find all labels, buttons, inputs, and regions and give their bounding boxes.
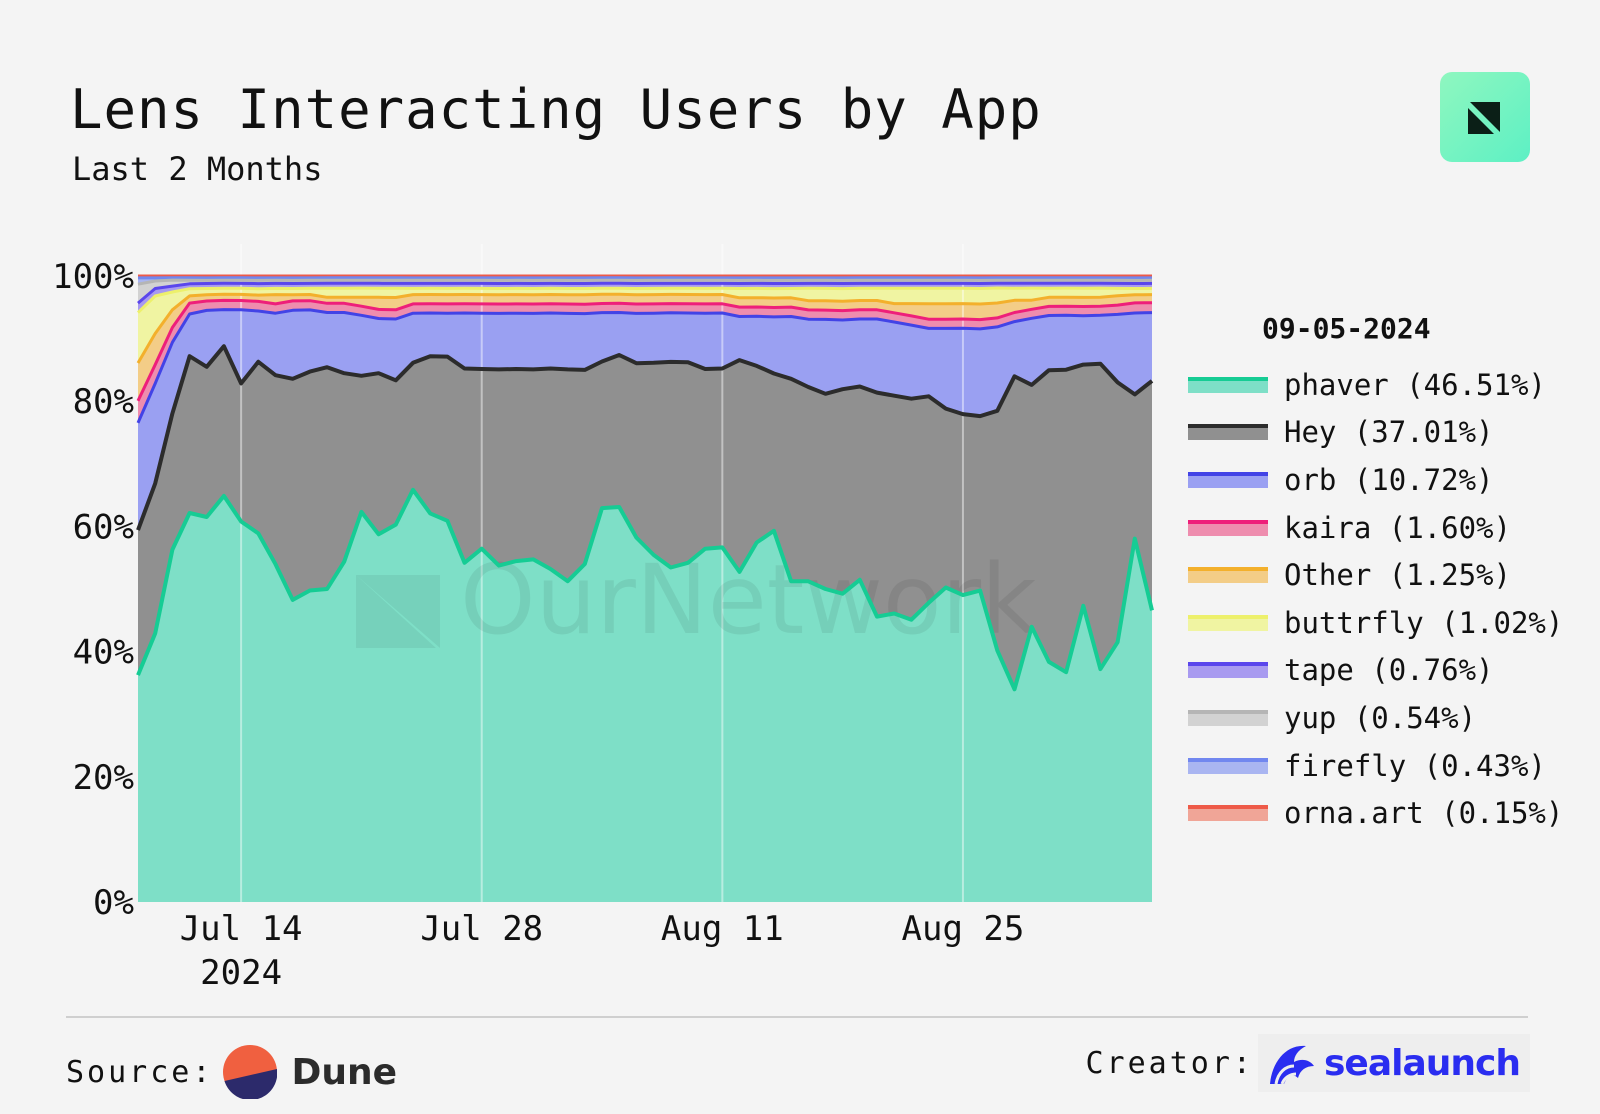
legend-item-kaira[interactable]: kaira (1.60%): [1188, 504, 1563, 552]
y-tick-label: 100%: [52, 257, 134, 297]
footer-divider: [66, 1016, 1528, 1018]
chart-title: Lens Interacting Users by App: [70, 78, 1042, 141]
source-label: Source:: [66, 1054, 214, 1090]
legend-label: orna.art (0.15%): [1284, 796, 1564, 831]
legend-label: firefly (0.43%): [1284, 748, 1546, 783]
legend-swatch: [1188, 519, 1268, 536]
line-buttrfly: [136, 286, 1153, 314]
legend-swatch: [1188, 757, 1268, 774]
line-yup: [137, 278, 1153, 286]
x-tick-label: Aug 11: [661, 909, 784, 949]
legend-item-Other[interactable]: Other (1.25%): [1188, 551, 1563, 599]
legend-swatch: [1188, 614, 1268, 631]
sealaunch-wave-icon: [1270, 1045, 1314, 1085]
line-orb: [136, 308, 1153, 424]
legend-swatch: [1188, 567, 1268, 584]
sealaunch-logo[interactable]: sealaunch: [1258, 1034, 1530, 1092]
legend-item-ornaart[interactable]: orna.art (0.15%): [1188, 789, 1563, 837]
x-tick-label: Jul 14: [180, 909, 303, 949]
line-phaver: [136, 487, 1154, 692]
y-tick-label: 0%: [93, 883, 134, 923]
legend-label: Other (1.25%): [1284, 558, 1511, 593]
legend-label: Hey (37.01%): [1284, 415, 1494, 450]
legend-label: phaver (46.51%): [1284, 367, 1546, 402]
dune-logo-icon: [223, 1045, 278, 1099]
creator: Creator: sealaunch: [1085, 1034, 1530, 1092]
creator-label: Creator:: [1085, 1045, 1254, 1081]
x-tick-label: Aug 25: [902, 909, 1025, 949]
x-tick-sublabel: 2024: [200, 953, 282, 990]
legend-item-orb[interactable]: orb (10.72%): [1188, 456, 1563, 504]
y-tick-label: 40%: [73, 633, 134, 673]
watermark: OurNetwork: [460, 544, 1037, 656]
watermark-logo: [356, 575, 440, 648]
legend-swatch: [1188, 376, 1268, 393]
legend-item-phaver[interactable]: phaver (46.51%): [1188, 361, 1563, 409]
y-tick-label: 20%: [73, 758, 134, 798]
legend-item-yup[interactable]: yup (0.54%): [1188, 694, 1563, 742]
legend-item-tape[interactable]: tape (0.76%): [1188, 647, 1563, 695]
legend-item-buttrfly[interactable]: buttrfly (1.02%): [1188, 599, 1563, 647]
line-kaira: [136, 298, 1153, 402]
legend-swatch: [1188, 424, 1268, 441]
legend-swatch: [1188, 662, 1268, 679]
legend-swatch: [1188, 805, 1268, 822]
line-Other: [136, 292, 1153, 364]
source: Source: Dune: [66, 1045, 397, 1099]
y-tick-label: 60%: [73, 507, 134, 547]
legend-label: tape (0.76%): [1284, 653, 1494, 688]
legend-label: kaira (1.60%): [1284, 510, 1511, 545]
legend-item-firefly[interactable]: firefly (0.43%): [1188, 742, 1563, 790]
line-Hey: [136, 344, 1154, 531]
x-tick-label: Jul 28: [420, 909, 543, 949]
y-tick-label: 80%: [73, 382, 134, 422]
legend-label: buttrfly (1.02%): [1284, 605, 1564, 640]
area-chart: OurNetwork 0% 20% 40% 60% 80% 100% Jul 14 2024 Ju…: [52, 244, 1154, 990]
legend-label: orb (10.72%): [1284, 462, 1494, 497]
legend-swatch: [1188, 471, 1268, 488]
legend-title: 09-05-2024: [1262, 312, 1431, 345]
creator-name: sealaunch: [1324, 1042, 1521, 1084]
source-name[interactable]: Dune: [291, 1051, 397, 1093]
chart-subtitle: Last 2 Months: [72, 150, 323, 188]
legend: 09-05-2024 phaver (46.51%) Hey (37.01%) or…: [1188, 312, 1563, 837]
area-phaver: [138, 489, 1152, 902]
legend-swatch: [1188, 709, 1268, 726]
line-tape: [137, 281, 1153, 305]
ournetwork-logo-icon: [1440, 72, 1530, 162]
legend-label: yup (0.54%): [1284, 700, 1477, 735]
legend-item-Hey[interactable]: Hey (37.01%): [1188, 409, 1563, 457]
